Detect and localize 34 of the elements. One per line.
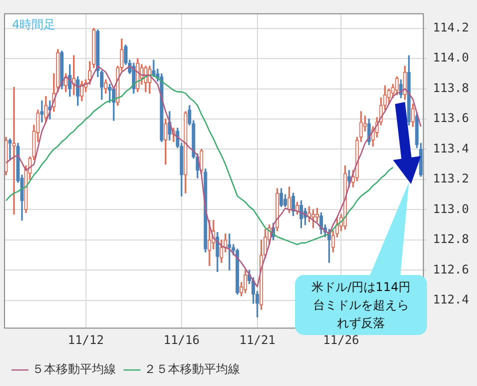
candlestick [184, 111, 188, 194]
y-tick-label: 113.8 [432, 80, 469, 95]
candlestick [395, 76, 399, 96]
y-tick-label: 113.2 [432, 172, 469, 186]
candlestick [216, 232, 220, 272]
y-tick-label: 113.4 [432, 141, 469, 156]
annotation: 米ドル/円は114円台ミドルを超えられず反落 [311, 279, 411, 332]
y-tick-label: 112.4 [432, 292, 469, 307]
y-tick-label: 114.2 [432, 20, 469, 34]
x-tick-label: 11/12 [68, 332, 104, 347]
candlestick [200, 148, 204, 174]
x-tick-label: 11/16 [163, 332, 200, 347]
candlestick [40, 100, 44, 122]
legend-label: ２５本移動平均線 [144, 362, 240, 376]
candlestick [8, 138, 12, 160]
x-tick-label: 11/21 [239, 332, 276, 347]
x-tick-label: 11/26 [323, 332, 360, 347]
candlestick [208, 220, 212, 266]
candlestick [44, 96, 48, 122]
candlestick [56, 49, 60, 92]
candlestick [279, 188, 284, 208]
y-tick-label: 113.6 [432, 111, 469, 126]
candlestick [164, 118, 168, 165]
legend-label: ５本移動平均線 [32, 362, 116, 376]
y-tick-label: 112.8 [432, 232, 469, 246]
candlestick [228, 234, 232, 270]
candlestick [12, 86, 16, 215]
chart-title: 4時間足 [12, 17, 56, 32]
y-tick-label: 112.6 [432, 262, 469, 276]
candlestick [403, 66, 407, 100]
speech-bubble: 米ドル/円は114円台ミドルを超えられず反落 [295, 181, 427, 335]
y-tick-label: 114.0 [432, 50, 469, 65]
candlestick [411, 104, 415, 127]
y-tick-label: 113.0 [432, 202, 469, 216]
